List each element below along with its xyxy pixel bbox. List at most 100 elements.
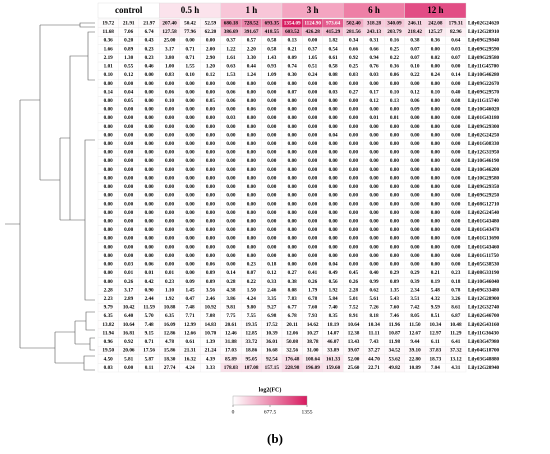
cell-label: 0.00 [185, 150, 194, 156]
cell-label: 1.82 [329, 38, 338, 44]
cell-label: 5.01 [349, 296, 358, 302]
cell-label: 11.11 [368, 330, 380, 336]
cell-label: 0.00 [451, 219, 460, 225]
cell-label: 0.29 [410, 270, 419, 276]
cell-label: 0.09 [185, 279, 194, 285]
gene-name: Lily01G08330 [468, 141, 500, 147]
cell-label: 27.74 [164, 365, 176, 371]
gene-name: Lily09G29840 [468, 38, 500, 44]
cell-label: 50.42 [184, 20, 196, 26]
cell-label: 0.00 [124, 115, 133, 121]
cell-label: 2.00 [206, 46, 215, 52]
cell-label: 0.00 [329, 81, 338, 87]
cell-label: 4.38 [226, 287, 235, 293]
cell-label: 0.26 [124, 279, 133, 285]
cell-label: 0.00 [349, 219, 358, 225]
cell-label: 0.00 [349, 81, 358, 87]
cell-label: 0.00 [288, 98, 297, 104]
cell-label: 0.00 [390, 184, 399, 190]
cell-label: 0.00 [247, 115, 256, 121]
cell-label: 0.71 [185, 46, 194, 52]
cell-label: 0.06 [247, 107, 256, 113]
cell-label: 0.00 [369, 219, 378, 225]
cell-label: 4.78 [165, 339, 174, 345]
cell-label: 228.98 [285, 365, 300, 371]
cell-label: 0.00 [390, 132, 399, 138]
cell-label: 0.00 [145, 124, 154, 130]
gene-name: Lily11G15740 [468, 98, 499, 104]
cell-label: 1.66 [104, 46, 113, 52]
cell-label: 0.00 [226, 236, 235, 242]
cell-label: 0.00 [308, 244, 317, 250]
cell-label: 0.56 [329, 279, 338, 285]
cell-label: 0.00 [145, 115, 154, 121]
cell-label: 0.03 [451, 46, 460, 52]
cell-label: 0.00 [308, 227, 317, 233]
cell-label: 0.00 [349, 193, 358, 199]
gene-name: Lily01G43470 [468, 227, 500, 233]
cell-label: 10.48 [450, 322, 462, 328]
cell-label: 0.00 [431, 210, 440, 216]
cell-label: 0.00 [165, 253, 174, 259]
cell-label: 0.00 [226, 253, 235, 259]
cell-label: 0.00 [267, 175, 276, 181]
cell-label: 3.17 [124, 287, 133, 293]
cell-label: 0.00 [431, 124, 440, 130]
cell-label: 1.05 [308, 55, 317, 61]
cell-label: 0.00 [185, 141, 194, 147]
cell-label: 0.22 [390, 55, 399, 61]
cell-label: 1.22 [226, 46, 235, 52]
cell-label: 0.61 [329, 55, 338, 61]
cell-label: 17.03 [225, 348, 237, 354]
cell-label: 0.71 [145, 339, 154, 345]
cell-label: 0.51 [308, 64, 317, 70]
cell-label: 340.09 [387, 20, 402, 26]
cell-label: 0.99 [369, 279, 378, 285]
cell-label: 0.19 [431, 279, 440, 285]
cell-label: 0.00 [206, 175, 215, 181]
cell-label: 7.40 [329, 305, 338, 311]
cell-label: 0.00 [247, 227, 256, 233]
cell-label: 33.89 [327, 348, 339, 354]
cell-label: 0.22 [247, 279, 256, 285]
cell-label: 0.04 [124, 89, 133, 95]
cell-label: 6.74 [145, 29, 154, 35]
cell-label: 6.98 [267, 313, 276, 319]
gene-name: Lily10G46280 [468, 72, 500, 78]
cell-label: 0.00 [247, 150, 256, 156]
cell-label: 1.00 [165, 64, 174, 70]
cell-label: 0.00 [390, 262, 399, 268]
cell-label: 0.01 [124, 270, 133, 276]
cell-label: 0.00 [247, 98, 256, 104]
cell-label: 0.00 [349, 184, 358, 190]
cell-label: 0.00 [226, 150, 235, 156]
cell-label: 0.00 [390, 219, 399, 225]
cell-label: 0.00 [267, 253, 276, 259]
cell-label: 0.37 [226, 38, 235, 44]
cell-label: 0.00 [206, 201, 215, 207]
cell-label: 0.00 [451, 236, 460, 242]
cell-label: 0.00 [349, 158, 358, 164]
cell-label: 0.00 [206, 115, 215, 121]
cell-label: 0.00 [451, 184, 460, 190]
cell-label: 0.00 [104, 227, 113, 233]
cell-label: 0.00 [369, 167, 378, 173]
cell-label: 7.48 [185, 305, 194, 311]
cell-label: 0.00 [308, 38, 317, 44]
cell-label: 14.07 [327, 330, 339, 336]
cell-label: 7.93 [308, 313, 317, 319]
cell-label: 0.24 [308, 72, 317, 78]
cell-label: 10.64 [348, 322, 360, 328]
cell-label: 0.00 [288, 210, 297, 216]
cell-label: 0.01 [165, 270, 174, 276]
cell-label: 0.00 [308, 175, 317, 181]
cell-label: 0.00 [431, 253, 440, 259]
cell-label: 318.28 [367, 20, 382, 26]
cell-label: 0.23 [165, 279, 174, 285]
cell-label: 21.24 [205, 348, 217, 354]
cell-label: 0.00 [124, 141, 133, 147]
cell-label: 0.00 [267, 167, 276, 173]
cell-label: 0.58 [267, 46, 276, 52]
cell-label: 0.00 [206, 132, 215, 138]
cell-label: 0.27 [288, 270, 297, 276]
